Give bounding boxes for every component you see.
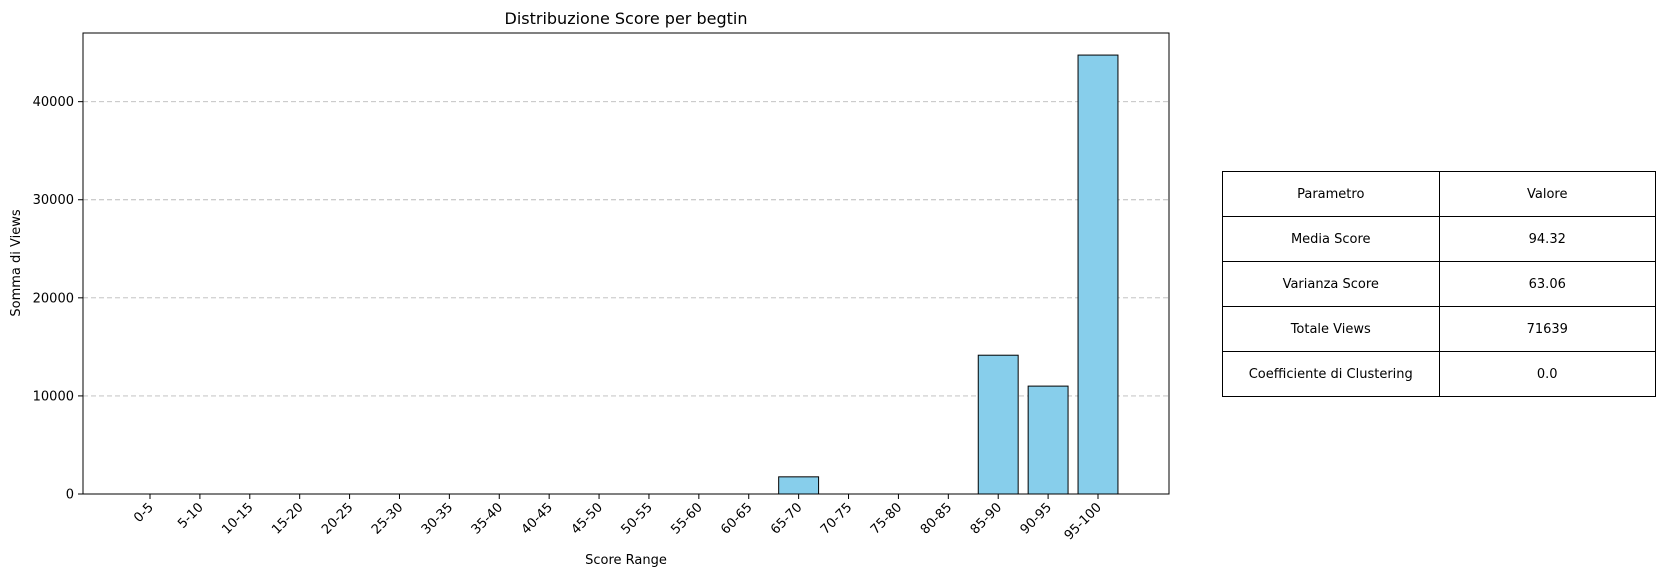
x-tick-label: 35-40	[469, 500, 506, 537]
bar	[1027, 385, 1069, 495]
x-tick-label: 80-85	[918, 500, 955, 537]
x-tick-label: 5-10	[175, 500, 206, 531]
x-tick-label: 30-35	[419, 500, 456, 537]
x-tick-label: 45-50	[569, 500, 606, 537]
x-axis-label: Score Range	[585, 553, 667, 568]
x-tick-label: 70-75	[818, 500, 855, 537]
x-tick-label: 95-100	[1062, 500, 1105, 543]
y-tick-label: 10000	[33, 389, 74, 404]
bars	[778, 54, 1119, 495]
table-row: Coefficiente di Clustering 0.0	[1222, 351, 1656, 397]
x-tick-label: 15-20	[269, 500, 306, 537]
y-tick-label: 40000	[33, 95, 74, 110]
plot-frame	[82, 32, 1170, 495]
table-header-cell: Parametro	[1222, 171, 1440, 217]
table-cell-parameter: Coefficiente di Clustering	[1222, 351, 1440, 397]
table-header-cell: Valore	[1438, 171, 1656, 217]
y-axis-label: Somma di Views	[9, 209, 24, 316]
x-tick-label: 0-5	[131, 500, 157, 526]
table-cell-parameter: Totale Views	[1222, 306, 1440, 352]
x-tick-label: 60-65	[718, 500, 755, 537]
table-cell-value: 94.32	[1438, 216, 1656, 262]
table-cell-value: 71639	[1438, 306, 1656, 352]
x-tick-label: 50-55	[618, 500, 655, 537]
x-tick-label: 40-45	[519, 500, 556, 537]
table-header-row: Parametro Valore	[1222, 171, 1656, 217]
table-row: Media Score 94.32	[1222, 216, 1656, 262]
x-tick-label: 85-90	[968, 500, 1005, 537]
y-tick-label: 20000	[33, 291, 74, 306]
grid-lines	[83, 101, 1169, 397]
y-tick-label: 0	[66, 488, 74, 503]
x-tick-label: 25-30	[369, 500, 406, 537]
table-row: Varianza Score 63.06	[1222, 261, 1656, 307]
table-cell-parameter: Media Score	[1222, 216, 1440, 262]
stats-table: Parametro Valore Media Score 94.32 Varia…	[1222, 171, 1656, 397]
x-tick-label: 55-60	[668, 500, 705, 537]
x-tick-label: 75-80	[868, 500, 905, 537]
x-tick-label: 20-25	[319, 500, 356, 537]
y-tick-label: 30000	[33, 193, 74, 208]
table-row: Totale Views 71639	[1222, 306, 1656, 352]
bar	[977, 354, 1019, 495]
table-cell-parameter: Varianza Score	[1222, 261, 1440, 307]
chart-title: Distribuzione Score per begtin	[505, 9, 748, 28]
x-tick-label: 90-95	[1018, 500, 1055, 537]
bar	[778, 476, 820, 495]
x-ticks: 0-5 5-10 10-15 15-20 20-25 25-30 30-35 35-40 40-…	[131, 494, 1105, 543]
y-ticks: 0 10000 20000 30000 40000	[33, 95, 83, 503]
table-cell-value: 63.06	[1438, 261, 1656, 307]
bar	[1077, 54, 1119, 495]
table-cell-value: 0.0	[1438, 351, 1656, 397]
x-tick-label: 65-70	[768, 500, 805, 537]
x-tick-label: 10-15	[219, 500, 256, 537]
